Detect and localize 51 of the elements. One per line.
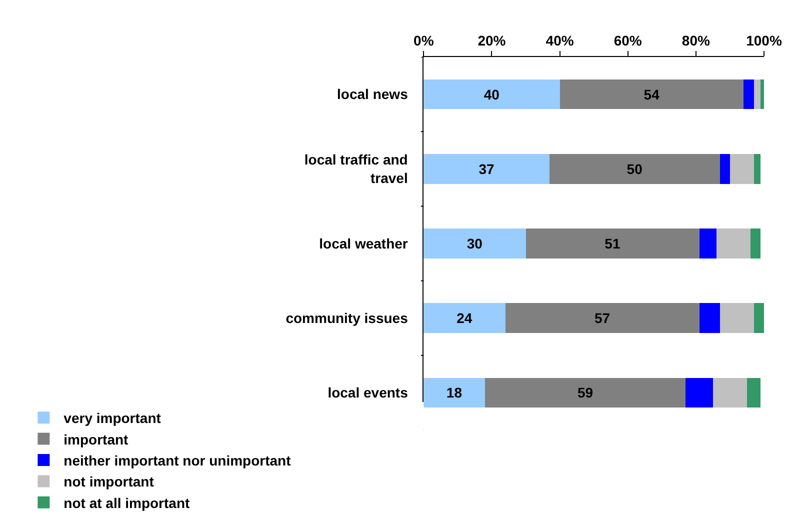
bar (744, 79, 754, 110)
bar (424, 79, 560, 110)
legend-label: not important (64, 474, 154, 490)
bar (699, 303, 720, 334)
data-label: 50 (626, 160, 643, 177)
bar (424, 228, 526, 258)
x-tick-label: 40% (546, 32, 574, 48)
legend-label: very important (64, 410, 162, 426)
x-tick-label: 60% (614, 32, 642, 48)
data-label: 51 (604, 236, 620, 252)
bar (560, 79, 744, 110)
y-tick-label: local weather (319, 235, 408, 252)
data-label: 40 (484, 86, 500, 102)
bar (750, 228, 761, 258)
data-label: 54 (644, 86, 660, 102)
x-tick-label: 80% (682, 32, 710, 48)
data-label: 18 (446, 384, 462, 401)
data-label: 59 (577, 384, 594, 401)
bar (716, 228, 750, 258)
bar (754, 303, 764, 334)
y-tick-label: local events (328, 384, 408, 401)
legend-label: not at all important (64, 494, 190, 511)
y-tick-label: community issues (286, 310, 408, 326)
bar (720, 303, 754, 334)
bar (424, 378, 485, 408)
bar (526, 228, 700, 258)
data-label: 57 (594, 310, 610, 326)
bar (712, 378, 747, 408)
y-tick-label: local traffic and travel (304, 152, 408, 186)
bar (550, 154, 720, 184)
x-tick-label: 0% (414, 32, 434, 48)
bar (720, 154, 730, 184)
data-label: 24 (456, 310, 472, 326)
bar (730, 154, 754, 184)
bar (686, 378, 713, 408)
x-tick-label: 100% (746, 32, 782, 48)
bar (424, 154, 550, 184)
legend-label: important (64, 431, 129, 448)
bar (754, 79, 761, 110)
y-tick-label: local news (337, 86, 408, 102)
bar (699, 228, 716, 258)
data-label: 37 (478, 160, 495, 177)
x-tick-label: 20% (478, 32, 506, 48)
bar (760, 79, 764, 110)
data-label: 30 (466, 236, 483, 252)
bar (424, 303, 506, 334)
bar (505, 303, 700, 334)
bar (746, 378, 761, 408)
bar (484, 378, 686, 408)
legend-label: neither important nor unimportant (64, 452, 292, 468)
bar (754, 154, 761, 184)
